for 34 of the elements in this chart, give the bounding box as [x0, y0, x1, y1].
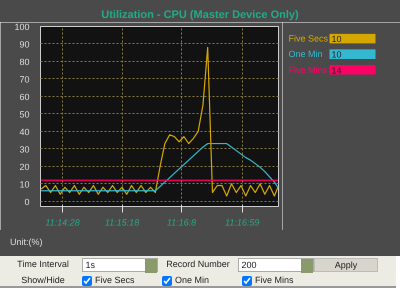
- y-tick-label: 0: [24, 196, 30, 207]
- text: 1s: [82, 258, 158, 272]
- text: Five Mins: [254, 274, 295, 287]
- text: 200: [238, 258, 314, 272]
- text: Show/Hide: [20, 274, 66, 287]
- y-tick-label: 90: [19, 39, 30, 50]
- y-tick-label: 100: [14, 22, 30, 32]
- y-tick-label: 30: [19, 144, 30, 154]
- y-axis-title: Unit:(%): [0, 230, 400, 256]
- text: 14: [332, 65, 342, 76]
- x-tick-label: 11:15:18: [104, 218, 140, 228]
- x-tick-label: 11:14:28: [45, 218, 80, 228]
- text: One Min: [288, 49, 323, 60]
- y-tick-label: 40: [19, 126, 30, 137]
- y-tick-label: 10: [19, 179, 30, 190]
- text: 10: [332, 34, 342, 44]
- y-tick-label: 60: [19, 92, 30, 102]
- text: One Min: [174, 274, 210, 287]
- text: Five Mins: [288, 64, 328, 75]
- y-tick-label: 50: [19, 109, 30, 120]
- text: 10: [332, 50, 342, 60]
- line-series: [40, 46, 278, 197]
- text: Record Number: [165, 258, 231, 272]
- text: Time Interval: [16, 258, 70, 272]
- y-tick-label: 20: [19, 162, 30, 172]
- line-series: [40, 142, 278, 192]
- text: Apply: [314, 258, 378, 272]
- y-tick-label: 80: [19, 56, 30, 67]
- chart-title: Utilization - CPU (Master Device Only): [0, 0, 400, 22]
- text: Five Secs: [94, 274, 136, 287]
- y-tick-label: 70: [19, 74, 30, 84]
- x-tick-label: 11:16:59: [225, 218, 260, 228]
- x-tick-label: 11:16:8: [166, 218, 196, 228]
- text: Five Secs: [288, 34, 329, 44]
